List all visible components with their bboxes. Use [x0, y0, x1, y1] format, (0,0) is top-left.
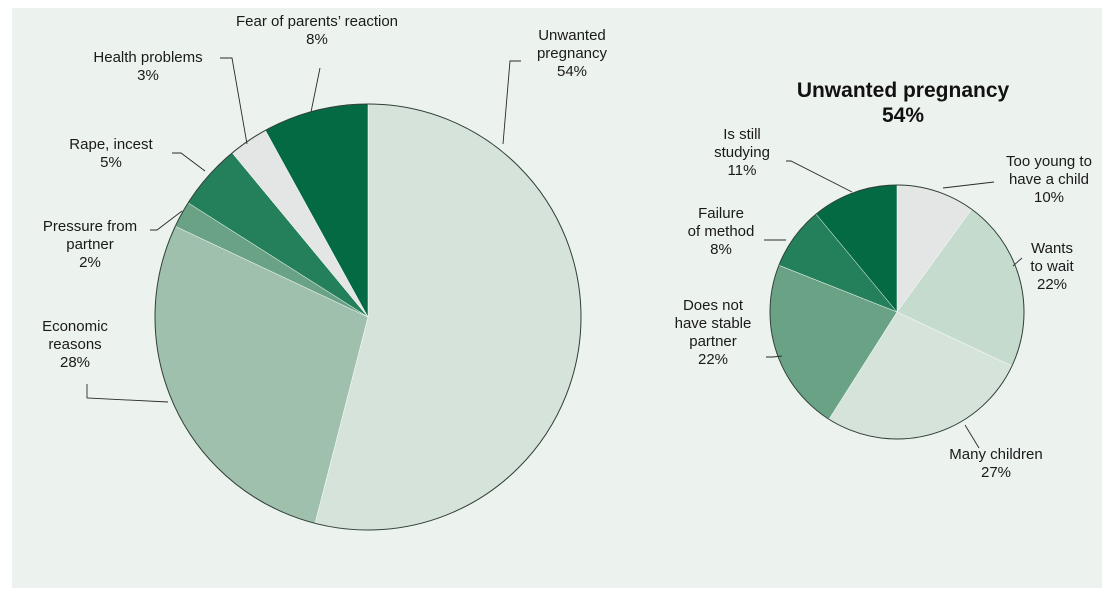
slice-value-is-still-studying: 11%	[728, 162, 757, 179]
slice-label-unwanted-pregnancy: Unwanted pregnancy 54%	[537, 27, 608, 80]
slice-label-line: to wait	[1030, 258, 1074, 275]
leader-line-health-problems	[220, 57, 248, 145]
slice-label-line: Is still	[723, 126, 761, 143]
slice-label-fear-of-parents-reaction: Fear of parents’ reaction 8%	[236, 13, 398, 48]
pie-chart-reasons: Unwanted pregnancy 54% Economic reasons 28% Pr…	[42, 13, 608, 531]
leader-line-too-young-to-have-a-child	[942, 181, 995, 189]
slice-label-line: Rape, incest	[69, 136, 153, 153]
slice-label-line: Failure	[698, 205, 744, 222]
leader-line-pressure-from-partner	[150, 210, 183, 231]
slice-value-unwanted-pregnancy: 54%	[557, 63, 587, 80]
slice-value-health-problems: 3%	[137, 67, 159, 84]
slice-label-line: Unwanted	[538, 27, 606, 44]
slice-value-does-not-have-stable-partner: 22%	[698, 351, 728, 368]
slice-label-wants-to-wait: Wants to wait 22%	[1030, 240, 1074, 293]
slice-label-line: partner	[66, 236, 114, 253]
pie-outline	[769, 184, 1025, 440]
slice-label-line: partner	[689, 333, 737, 350]
slice-value-pressure-from-partner: 2%	[79, 254, 101, 271]
slice-label-health-problems: Health problems 3%	[93, 49, 202, 84]
slice-label-failure-of-method: Failure of method 8%	[688, 205, 755, 258]
slice-label-line: Health problems	[93, 49, 202, 66]
leader-line-economic-reasons	[86, 384, 169, 403]
slice-label-line: have stable	[675, 315, 752, 332]
leader-line-does-not-have-stable-partner	[766, 355, 783, 358]
slice-value-many-children: 27%	[981, 464, 1011, 481]
slice-value-wants-to-wait: 22%	[1037, 276, 1067, 293]
slice-label-line: have a child	[1009, 171, 1089, 188]
slice-label-line: Too young to	[1006, 153, 1092, 170]
leader-line-wants-to-wait	[1012, 257, 1023, 267]
slice-label-line: studying	[714, 144, 770, 161]
sub-chart-title: Unwanted pregnancy	[797, 79, 1010, 102]
pie-outline	[154, 103, 582, 531]
slice-label-line: Economic	[42, 318, 108, 335]
slice-label-line: Fear of parents’ reaction	[236, 13, 398, 30]
pie-chart-unwanted-pregnancy: Unwanted pregnancy 54% Too young to have …	[675, 79, 1092, 481]
slice-label-many-children: Many children 27%	[949, 446, 1042, 481]
slice-value-economic-reasons: 28%	[60, 354, 90, 371]
slice-label-line: reasons	[48, 336, 101, 353]
slice-label-does-not-have-stable-partner: Does not have stable partner 22%	[675, 297, 752, 368]
leader-line-many-children	[964, 424, 980, 449]
slice-label-line: Many children	[949, 446, 1042, 463]
slice-value-failure-of-method: 8%	[710, 241, 732, 258]
leader-line-unwanted-pregnancy	[502, 60, 521, 145]
sub-chart-subtitle: 54%	[882, 104, 924, 127]
slice-label-line: Does not	[683, 297, 744, 314]
slice-label-line: Wants	[1031, 240, 1073, 257]
slice-label-line: Pressure from	[43, 218, 137, 235]
slice-value-rape-incest: 5%	[100, 154, 122, 171]
slice-label-line: pregnancy	[537, 45, 608, 62]
leader-line-fear-of-parents-reaction	[310, 67, 321, 113]
slice-label-rape-incest: Rape, incest 5%	[69, 136, 153, 171]
slice-label-too-young-to-have-a-child: Too young to have a child 10%	[1006, 153, 1092, 206]
slice-label-economic-reasons: Economic reasons 28%	[42, 318, 108, 371]
slice-label-is-still-studying: Is still studying 11%	[714, 126, 770, 179]
slice-label-pressure-from-partner: Pressure from partner 2%	[43, 218, 137, 271]
slice-label-line: of method	[688, 223, 755, 240]
leader-line-is-still-studying	[786, 160, 853, 193]
slice-value-fear-of-parents-reaction: 8%	[306, 31, 328, 48]
leader-line-rape-incest	[172, 152, 206, 172]
slice-value-too-young-to-have-a-child: 10%	[1034, 189, 1064, 206]
